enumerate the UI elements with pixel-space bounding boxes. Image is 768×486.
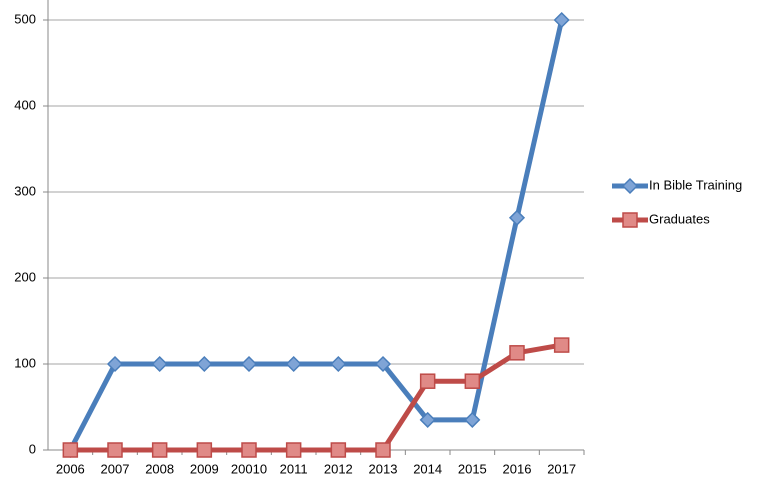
marker — [419, 411, 436, 428]
marker — [196, 442, 213, 458]
legend-marker — [622, 212, 638, 228]
y-tick-label: 100 — [14, 355, 36, 370]
x-tick-label: 2006 — [56, 461, 85, 476]
x-tick-label: 2013 — [369, 461, 398, 476]
marker — [553, 337, 570, 353]
y-tick-label: 200 — [14, 269, 36, 284]
x-tick-label: 2011 — [280, 461, 308, 476]
legend-label: In Bible Training — [649, 177, 742, 192]
x-tick-label: 2016 — [503, 461, 532, 476]
marker — [330, 442, 347, 458]
marker — [241, 442, 257, 458]
marker — [107, 442, 123, 458]
x-tick-label: 2007 — [101, 461, 130, 476]
marker — [285, 442, 302, 458]
legend-marker — [621, 177, 639, 195]
x-tick-label: 2015 — [458, 461, 487, 476]
y-tick-label: 400 — [14, 97, 36, 112]
marker — [509, 345, 525, 361]
marker — [508, 209, 526, 226]
x-tick-label: 2009 — [190, 461, 219, 476]
marker — [375, 442, 391, 458]
marker — [374, 355, 392, 373]
x-tick-label: 20010 — [231, 461, 267, 476]
y-tick-label: 500 — [14, 11, 36, 26]
marker — [464, 373, 481, 389]
y-tick-label: 0 — [29, 441, 36, 456]
marker — [106, 355, 124, 373]
legend-label: Graduates — [649, 211, 710, 226]
marker — [419, 373, 436, 389]
marker — [553, 11, 570, 29]
marker — [62, 442, 79, 458]
marker — [464, 411, 481, 428]
marker — [240, 355, 258, 373]
marker — [151, 355, 168, 373]
marker — [330, 355, 347, 373]
y-tick-label: 300 — [14, 183, 36, 198]
x-tick-label: 2014 — [413, 461, 442, 476]
series-line — [70, 342, 563, 453]
x-tick-label: 2012 — [324, 461, 353, 476]
marker — [196, 355, 213, 373]
marker — [285, 355, 302, 373]
series-line — [68, 19, 565, 452]
marker — [151, 442, 168, 458]
x-tick-label: 2008 — [145, 461, 174, 476]
x-tick-label: 2017 — [547, 461, 576, 476]
